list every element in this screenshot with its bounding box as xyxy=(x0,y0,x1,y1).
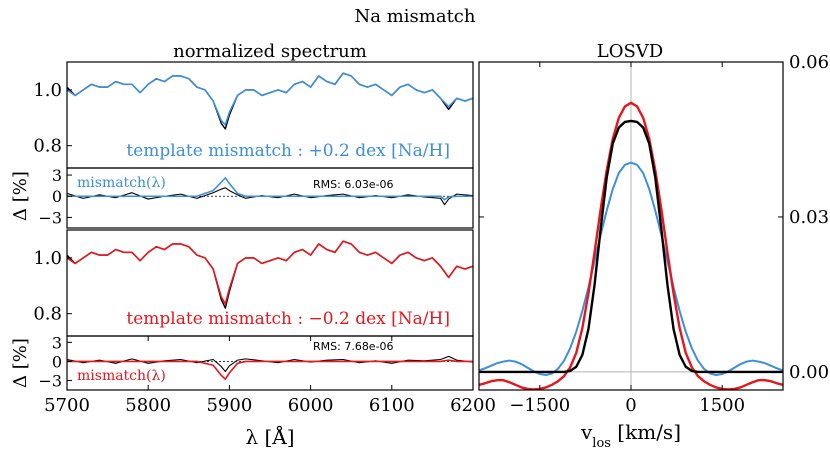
series--0-2-dex xyxy=(479,161,783,377)
x-tick-label: 6000 xyxy=(288,395,334,416)
left-panel-title: normalized spectrum xyxy=(173,41,367,62)
series-group xyxy=(67,177,473,206)
y-tick-label: 0.06 xyxy=(789,52,829,73)
y-tick-label: 0.8 xyxy=(33,304,62,325)
rms-label-plus: RMS: 6.03e-06 xyxy=(313,178,394,191)
plot-frame xyxy=(66,167,474,229)
series-group xyxy=(67,72,473,130)
panel-resid-plus: −3 0 3 mismatch(λ) RMS: 6.03e-06 xyxy=(38,166,474,229)
x-tick-label: −1500 xyxy=(509,395,570,416)
series-group xyxy=(67,240,473,309)
y-tick-label: 0.00 xyxy=(789,362,829,383)
rms-label-minus: RMS: 7.68e-06 xyxy=(313,340,394,353)
series-template-mismatch xyxy=(67,240,473,305)
y-tick-label: 0 xyxy=(52,352,62,371)
panel-spec-minus: 0.8 1.0 template mismatch : −0.2 dex [Na/H… xyxy=(33,229,474,337)
panel-resid-minus: −303 5700 5800 5900 6000 6100 6200 mismatch(λ) R… xyxy=(38,333,496,449)
x-tick-label: 1500 xyxy=(699,395,745,416)
xlabel-unit: [km/s] xyxy=(611,420,681,444)
y-tick-label: 3 xyxy=(52,166,62,185)
x-tick-label: 0 xyxy=(625,395,636,416)
x-tick-label: 5900 xyxy=(206,395,252,416)
annotation-minus: template mismatch : −0.2 dex [Na/H] xyxy=(126,309,450,329)
x-tick-label: 5800 xyxy=(125,395,171,416)
plot-frame xyxy=(66,335,474,391)
series-true xyxy=(479,119,783,374)
annotation-plus: template mismatch : +0.2 dex [Na/H] xyxy=(126,141,450,161)
panel-losvd: 0.00 0.03 0.06 −1500 0 1500 vlos [km/s] xyxy=(478,52,829,451)
y-tick-label: 0 xyxy=(52,187,62,206)
legend-mismatch-minus: mismatch(λ) xyxy=(77,368,166,384)
right-panel-title: LOSVD xyxy=(597,41,663,62)
x-tick-label: 6200 xyxy=(450,395,496,416)
series-template-mismatch xyxy=(67,72,473,126)
y-tick-label: 0.8 xyxy=(33,136,62,157)
y-tick-label: −3 xyxy=(38,208,62,227)
x-tick-label: 6100 xyxy=(369,395,415,416)
y-tick-label: 1.0 xyxy=(33,80,62,101)
y-tick-label: 0.03 xyxy=(789,207,829,228)
x-axis-label-vlos: vlos [km/s] xyxy=(580,420,681,451)
delta-ylabel-bottom: Δ [%] xyxy=(10,338,31,388)
x-tick-label: 5700 xyxy=(44,395,90,416)
series-model xyxy=(67,72,473,130)
series-group xyxy=(479,101,783,390)
series-residual xyxy=(67,355,473,373)
delta-ylabel-top: Δ [%] xyxy=(10,171,31,221)
series-mismatch- xyxy=(67,359,473,381)
y-tick-label: 3 xyxy=(52,333,62,352)
series--0-2-dex xyxy=(479,101,783,390)
legend-mismatch-plus: mismatch(λ) xyxy=(77,175,166,191)
series-mismatch- xyxy=(67,177,473,201)
xlabel-sub: los xyxy=(592,436,611,451)
figure-title: Na mismatch xyxy=(355,6,476,27)
series-group xyxy=(67,355,473,381)
y-tick-label: 1.0 xyxy=(33,248,62,269)
y-tick-label: −3 xyxy=(38,371,62,390)
panel-spec-plus: 0.8 1.0 template mismatch : +0.2 dex [Na/H… xyxy=(33,61,474,169)
series-model xyxy=(67,240,473,309)
xlabel-v: v xyxy=(580,420,593,444)
x-axis-label-lambda: λ [Å] xyxy=(245,424,294,449)
